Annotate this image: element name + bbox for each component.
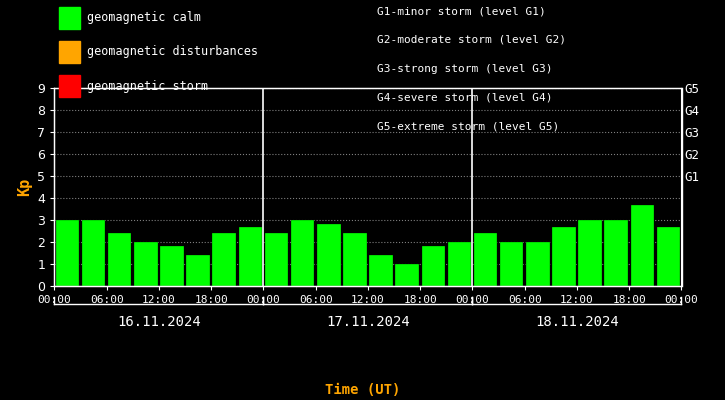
Bar <box>343 233 367 286</box>
Bar <box>526 242 550 286</box>
Bar <box>657 226 680 286</box>
Bar <box>447 242 471 286</box>
Bar <box>212 233 236 286</box>
Text: G5-extreme storm (level G5): G5-extreme storm (level G5) <box>377 121 559 131</box>
Bar <box>605 220 628 286</box>
Bar <box>108 233 131 286</box>
Bar <box>395 264 419 286</box>
Bar <box>56 220 79 286</box>
Text: G1-minor storm (level G1): G1-minor storm (level G1) <box>377 6 546 16</box>
Text: Time (UT): Time (UT) <box>325 383 400 397</box>
Bar <box>239 226 262 286</box>
Y-axis label: Kp: Kp <box>17 178 32 196</box>
Bar <box>473 233 497 286</box>
Text: 18.11.2024: 18.11.2024 <box>535 315 619 329</box>
Text: 16.11.2024: 16.11.2024 <box>117 315 201 329</box>
Bar <box>552 226 576 286</box>
Bar <box>82 220 105 286</box>
Bar <box>579 220 602 286</box>
Text: 17.11.2024: 17.11.2024 <box>326 315 410 329</box>
Bar <box>500 242 523 286</box>
Bar <box>134 242 157 286</box>
Bar <box>186 255 210 286</box>
Text: G4-severe storm (level G4): G4-severe storm (level G4) <box>377 92 552 102</box>
Text: G2-moderate storm (level G2): G2-moderate storm (level G2) <box>377 35 566 45</box>
Bar <box>369 255 393 286</box>
Text: geomagnetic disturbances: geomagnetic disturbances <box>87 46 258 58</box>
Bar <box>265 233 289 286</box>
Text: G3-strong storm (level G3): G3-strong storm (level G3) <box>377 64 552 74</box>
Bar <box>631 205 654 286</box>
Bar <box>160 246 183 286</box>
Text: geomagnetic calm: geomagnetic calm <box>87 12 201 24</box>
Bar <box>421 246 445 286</box>
Text: geomagnetic storm: geomagnetic storm <box>87 80 208 92</box>
Bar <box>291 220 315 286</box>
Bar <box>317 224 341 286</box>
